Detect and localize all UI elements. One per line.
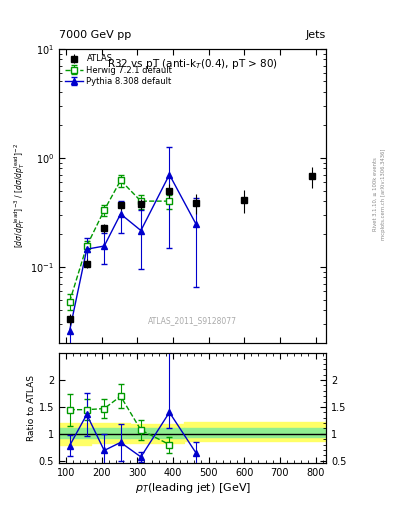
Text: 7000 GeV pp: 7000 GeV pp [59, 30, 131, 40]
Y-axis label: Ratio to ATLAS: Ratio to ATLAS [27, 375, 36, 441]
Text: R32 vs pT (anti-k$_T$(0.4), pT > 80): R32 vs pT (anti-k$_T$(0.4), pT > 80) [107, 57, 278, 72]
Text: Jets: Jets [306, 30, 326, 40]
Text: Rivet 3.1.10, ≥ 100k events: Rivet 3.1.10, ≥ 100k events [373, 158, 378, 231]
Text: mcplots.cern.ch [arXiv:1306.3436]: mcplots.cern.ch [arXiv:1306.3436] [381, 149, 386, 240]
Legend: ATLAS, Herwig 7.2.1 default, Pythia 8.308 default: ATLAS, Herwig 7.2.1 default, Pythia 8.30… [63, 53, 174, 88]
Text: ATLAS_2011_S9128077: ATLAS_2011_S9128077 [148, 316, 237, 326]
Y-axis label: $[d\sigma/dp_T^{\rm lead}]^{-3}$ / $[d\sigma/dp_T^{\rm lead}]^{-2}$: $[d\sigma/dp_T^{\rm lead}]^{-3}$ / $[d\s… [13, 143, 28, 248]
X-axis label: $p_T$(leading jet) [GeV]: $p_T$(leading jet) [GeV] [134, 481, 251, 495]
